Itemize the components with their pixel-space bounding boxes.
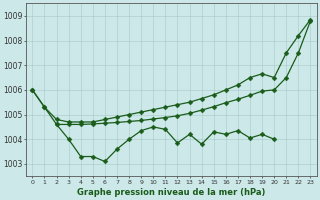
X-axis label: Graphe pression niveau de la mer (hPa): Graphe pression niveau de la mer (hPa) xyxy=(77,188,266,197)
